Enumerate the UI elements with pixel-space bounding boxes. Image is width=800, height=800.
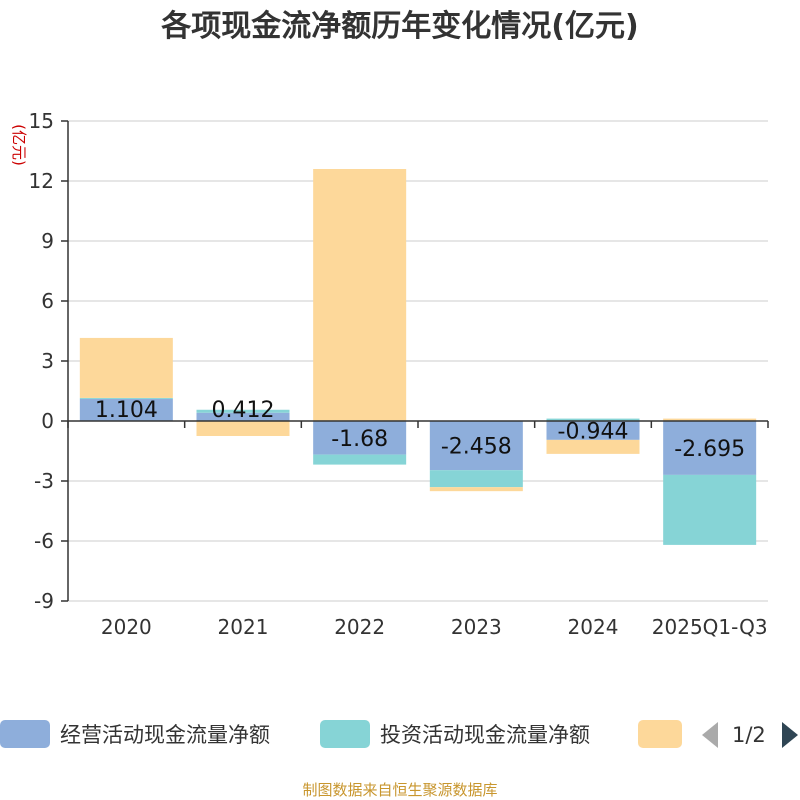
gridlines: [68, 120, 768, 602]
x-tick-label: 2021: [218, 615, 269, 639]
chart-title: 各项现金流净额历年变化情况(亿元): [160, 9, 638, 44]
data-source-note: 制图数据来自恒生聚源数据库: [302, 781, 497, 799]
data-label-2020: 1.104: [95, 398, 158, 423]
bar-financing-2025Q1-Q3[interactable]: [663, 418, 757, 421]
legend: 经营活动现金流量净额 投资活动现金流量净额 1/2: [0, 720, 798, 748]
bar-operating-2023[interactable]: [429, 421, 523, 471]
bar-investing-2022[interactable]: [313, 454, 407, 465]
y-tick-label: 15: [29, 109, 54, 133]
y-tick-label: 12: [29, 169, 54, 193]
axes: 15 12 9 6 3 0 -3 -6 -9 2020 2021 2022 2023 2024 2025Q1…: [29, 109, 769, 639]
legend-page-indicator: 1/2: [732, 723, 766, 747]
x-tick-label: 2020: [101, 615, 152, 639]
bar-financing-2020[interactable]: [79, 337, 173, 398]
bar-operating-2024[interactable]: [546, 421, 640, 440]
y-tick-label: 3: [41, 349, 54, 373]
data-label-2024: -0.944: [558, 419, 629, 444]
x-tick-label: 2024: [568, 615, 619, 639]
y-tick-label: -9: [34, 589, 54, 613]
bar-investing-2023[interactable]: [429, 470, 523, 488]
bar-operating-2025Q1-Q3[interactable]: [663, 421, 757, 475]
y-tick-label: 9: [41, 229, 54, 253]
x-tick-label: 2022: [334, 615, 385, 639]
data-label-2022: -1.68: [331, 427, 388, 452]
data-label-2021: 0.412: [212, 398, 275, 423]
bar-financing-2024[interactable]: [546, 439, 640, 454]
bar-investing-2021[interactable]: [196, 409, 290, 413]
y-tick-label: 0: [41, 409, 54, 433]
data-label-2023: -2.458: [441, 435, 512, 460]
bar-investing-2024[interactable]: [546, 418, 640, 421]
legend-label-investing[interactable]: 投资活动现金流量净额: [380, 723, 590, 747]
bar-financing-2022[interactable]: [313, 169, 407, 421]
data-label-2025Q1-Q3: -2.695: [674, 437, 745, 462]
bar-investing-2020[interactable]: [79, 397, 173, 399]
legend-prev-page-icon[interactable]: [702, 722, 718, 748]
y-tick-label: 6: [41, 289, 54, 313]
y-tick-label: -3: [34, 469, 54, 493]
bar-operating-2021[interactable]: [196, 412, 290, 421]
legend-swatch-operating[interactable]: [0, 720, 50, 748]
y-tick-label: -6: [34, 529, 54, 553]
bar-financing-2023[interactable]: [429, 487, 523, 492]
bar-investing-2025Q1-Q3[interactable]: [663, 474, 757, 545]
x-tick-label: 2025Q1-Q3: [652, 615, 768, 639]
bars: [79, 169, 757, 545]
bar-operating-2022[interactable]: [313, 421, 407, 455]
bar-financing-2021[interactable]: [196, 421, 290, 436]
x-tick-label: 2023: [451, 615, 502, 639]
legend-swatch-investing[interactable]: [320, 720, 370, 748]
legend-swatch-financing[interactable]: [638, 720, 682, 748]
bar-operating-2020[interactable]: [79, 398, 173, 421]
data-labels: 1.104 0.412 -1.68 -2.458 -0.944 -2.695: [95, 398, 745, 462]
y-axis-unit: (亿元): [10, 124, 28, 166]
legend-next-page-icon[interactable]: [782, 722, 798, 748]
legend-label-operating[interactable]: 经营活动现金流量净额: [60, 723, 270, 747]
